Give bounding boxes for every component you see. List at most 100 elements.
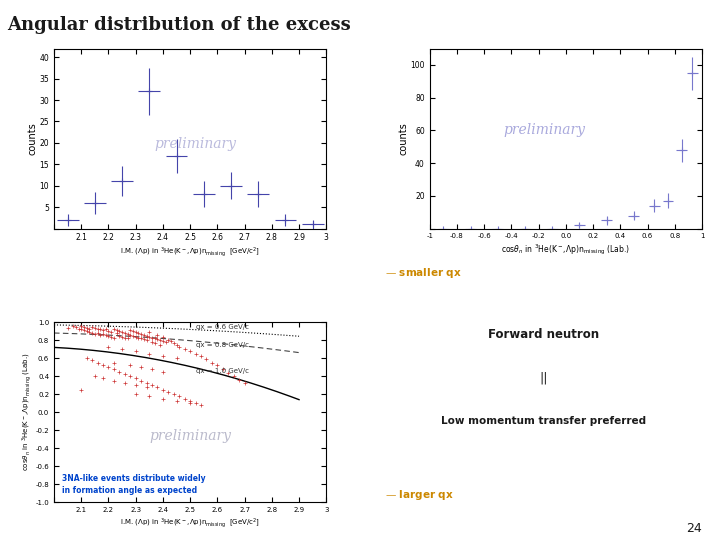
- Point: [135, 376, 147, 385]
- Point: [157, 386, 168, 394]
- Point: [111, 326, 122, 335]
- Point: [89, 323, 101, 332]
- Point: [228, 372, 240, 381]
- Point: [143, 332, 155, 341]
- Point: [184, 397, 196, 406]
- Point: [78, 326, 90, 335]
- Point: [92, 329, 104, 338]
- Text: Low momentum transfer preferred: Low momentum transfer preferred: [441, 416, 646, 426]
- Point: [108, 364, 120, 373]
- Point: [152, 330, 163, 339]
- Point: [166, 337, 177, 346]
- Text: preliminary: preliminary: [155, 137, 237, 151]
- Point: [138, 335, 150, 343]
- Point: [179, 394, 191, 403]
- Point: [100, 330, 112, 339]
- Point: [84, 328, 95, 336]
- Point: [86, 356, 98, 364]
- Point: [103, 332, 114, 340]
- Point: [105, 328, 117, 336]
- Point: [114, 367, 125, 376]
- Point: [212, 361, 223, 370]
- Point: [103, 363, 114, 372]
- Point: [190, 349, 202, 358]
- Point: [184, 347, 196, 355]
- Point: [122, 334, 133, 343]
- Point: [141, 379, 153, 388]
- Text: qx = 0.6 GeV/c: qx = 0.6 GeV/c: [196, 323, 248, 329]
- Point: [122, 329, 133, 338]
- Point: [130, 390, 141, 399]
- Point: [130, 347, 141, 355]
- Point: [94, 330, 106, 339]
- Y-axis label: cos$\theta_n$ in $^3$He(K$^-$,$\Lambda$p)n$_\mathrm{missing}$ (Lab.): cos$\theta_n$ in $^3$He(K$^-$,$\Lambda$p…: [20, 353, 34, 471]
- Point: [62, 323, 73, 332]
- Point: [111, 329, 122, 338]
- Text: ||: ||: [539, 372, 548, 384]
- Point: [146, 333, 158, 342]
- Point: [73, 324, 84, 333]
- Point: [171, 397, 182, 406]
- Point: [157, 367, 168, 376]
- Point: [135, 334, 147, 343]
- Point: [168, 390, 179, 399]
- Point: [119, 333, 130, 342]
- Point: [103, 343, 114, 352]
- Point: [190, 399, 202, 408]
- Point: [152, 383, 163, 391]
- Text: 3NA-like events distribute widely
in formation angle as expected: 3NA-like events distribute widely in for…: [62, 474, 206, 495]
- Point: [119, 370, 130, 379]
- Point: [125, 330, 136, 339]
- Point: [130, 381, 141, 389]
- Point: [108, 376, 120, 385]
- Point: [81, 354, 92, 362]
- Text: $\mathbf{—}$ larger qx: $\mathbf{—}$ larger qx: [385, 488, 454, 502]
- Point: [149, 339, 161, 347]
- Point: [146, 338, 158, 346]
- Point: [105, 332, 117, 341]
- Point: [78, 322, 90, 331]
- Text: $\mathbf{—}$ smaller qx: $\mathbf{—}$ smaller qx: [385, 266, 462, 280]
- Point: [92, 359, 104, 367]
- Point: [119, 379, 130, 388]
- Point: [195, 401, 207, 409]
- Point: [143, 349, 155, 358]
- X-axis label: I.M. ($\Lambda$p) in $^3$He(K$^-$,$\Lambda$p)n$_\mathrm{missing}$  [GeV/c$^2$]: I.M. ($\Lambda$p) in $^3$He(K$^-$,$\Lamb…: [120, 245, 260, 259]
- Point: [114, 327, 125, 335]
- Point: [127, 332, 139, 340]
- X-axis label: I.M. ($\Lambda$p) in $^3$He(K$^-$,$\Lambda$p)n$_\mathrm{missing}$  [GeV/c$^2$]: I.M. ($\Lambda$p) in $^3$He(K$^-$,$\Lamb…: [120, 516, 260, 530]
- Point: [97, 374, 109, 382]
- Point: [130, 374, 141, 382]
- Point: [143, 328, 155, 336]
- Point: [97, 326, 109, 335]
- Point: [217, 364, 228, 373]
- Point: [146, 364, 158, 373]
- Text: preliminary: preliminary: [503, 123, 585, 137]
- Point: [81, 327, 92, 335]
- Point: [125, 361, 136, 370]
- Y-axis label: counts: counts: [28, 122, 38, 155]
- Point: [100, 324, 112, 333]
- Point: [125, 326, 136, 335]
- Text: qx = 0.8 GeV/c: qx = 0.8 GeV/c: [196, 342, 248, 348]
- Point: [130, 328, 141, 336]
- Point: [97, 361, 109, 370]
- Text: preliminary: preliminary: [149, 429, 231, 443]
- Point: [168, 339, 179, 347]
- Y-axis label: counts: counts: [399, 122, 409, 155]
- Point: [94, 325, 106, 334]
- Point: [157, 337, 168, 346]
- Point: [206, 359, 217, 367]
- Point: [201, 355, 212, 363]
- Point: [132, 329, 144, 338]
- Text: Angular distribution of the excess: Angular distribution of the excess: [7, 16, 351, 34]
- Point: [86, 322, 98, 331]
- Point: [146, 381, 158, 389]
- Point: [135, 329, 147, 338]
- X-axis label: cos$\theta_n$ in $^3$He(K$^-$,$\Lambda$p)n$_\mathrm{missing}$ (Lab.): cos$\theta_n$ in $^3$He(K$^-$,$\Lambda$p…: [501, 242, 631, 256]
- Point: [119, 329, 130, 338]
- Point: [108, 333, 120, 342]
- Point: [195, 352, 207, 361]
- Point: [154, 336, 166, 345]
- Point: [114, 332, 125, 340]
